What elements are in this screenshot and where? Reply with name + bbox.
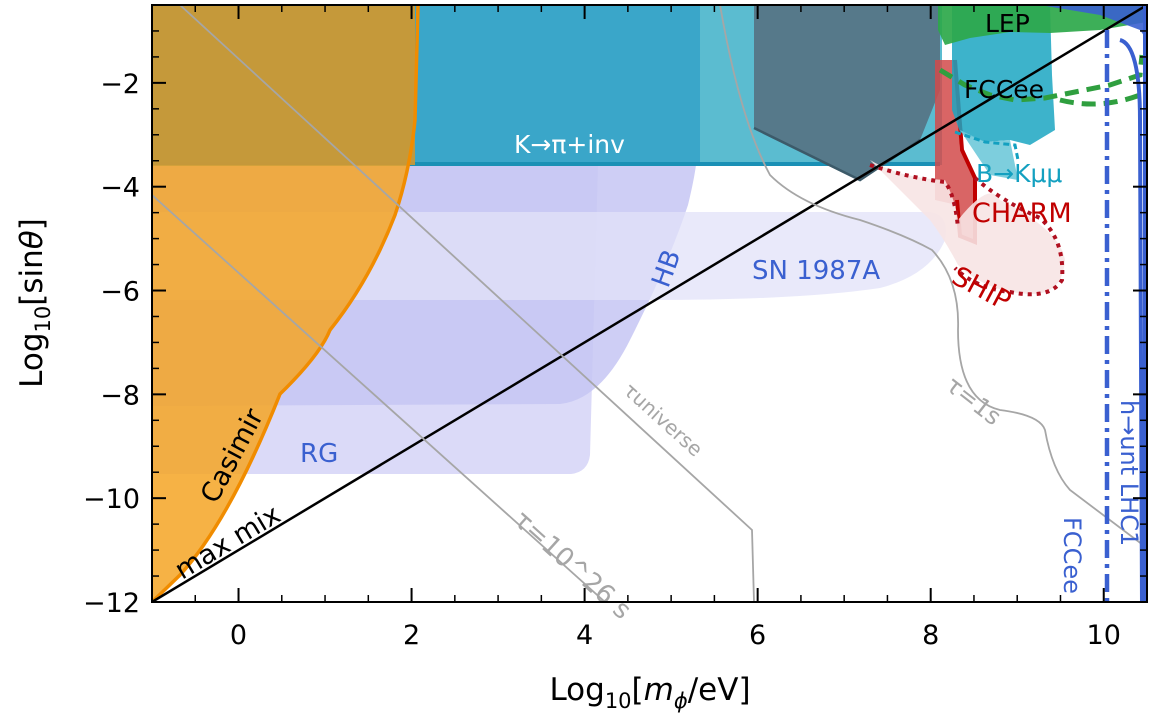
label-bkmumu: B→Kμμ [976,159,1062,188]
x-tick-label: 2 [403,620,420,651]
ship-region [870,160,1065,295]
casimir-edge [152,5,420,602]
plot-frame [151,4,1148,603]
casimir-overlap [152,5,415,165]
ship-edge [869,163,1065,297]
x-tick-label: 10 [1087,620,1121,651]
axis-tick-labels: 0 2 4 6 8 10 −2 −4 −6 −8 −10 −12 [83,69,1121,651]
label-lep: LEP [985,9,1030,38]
label-h-unt-lhc1: h→unt LHC1 [1115,400,1143,546]
fccee-region [952,5,1055,145]
fccee-vertical-line [1119,38,1144,602]
label-fccee: FCCee [964,75,1044,104]
slate-region [754,5,940,180]
lep-region [938,5,1147,45]
blue-top-band [1040,5,1147,40]
label-rg: RG [300,439,338,469]
label-tau-1026: τ=10^26 s [507,505,636,626]
bkmumu-edge [954,130,1020,161]
fccee-green-dashed [938,54,1145,107]
y-tick-label: −4 [100,173,140,204]
max-mix-line [152,5,1147,602]
plot-area [152,5,1147,602]
blue-right-edge [1143,5,1147,602]
x-tick-label: 6 [749,620,766,651]
label-sn1987a: SN 1987A [752,256,880,286]
x-tick-label: 0 [230,620,247,651]
label-charm: CHARM [972,198,1072,229]
y-tick-label: −6 [100,277,140,308]
label-kaon: K→π+inv [514,130,625,159]
tau-1s-line [719,5,1147,549]
tau-1026-line [152,194,606,602]
label-fccee-vertical: FCCee [1058,517,1086,594]
y-axis-title: Log10[sinθ] [14,218,55,388]
x-axis-title: Log10[mϕ/eV] [549,672,750,713]
y-tick-label: −8 [100,380,140,411]
tau-universe-line [179,5,755,602]
y-tick-label: −10 [83,484,140,515]
x-tick-label: 4 [576,620,593,651]
y-tick-label: −2 [100,69,140,100]
axis-ticks [151,4,1148,603]
x-tick-label: 8 [922,620,939,651]
y-tick-label: −12 [83,588,140,619]
label-tau-1s: τ=1s [940,371,1006,431]
